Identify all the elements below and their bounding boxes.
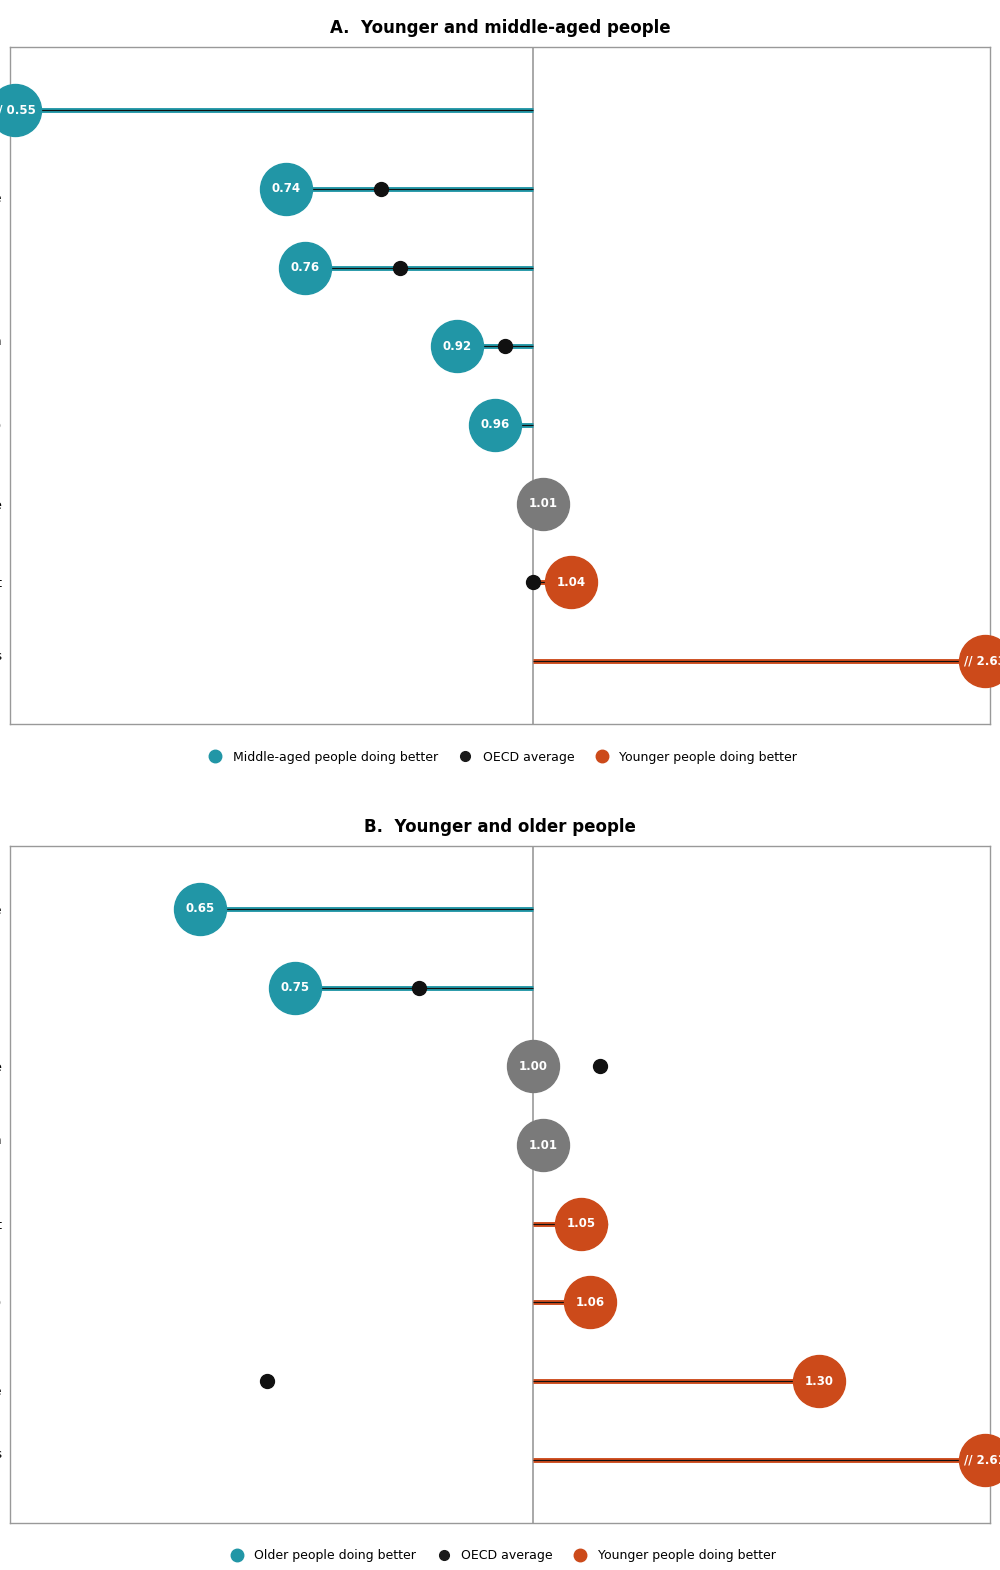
Point [287, 975, 303, 1000]
Text: // 0.55: // 0.55 [0, 104, 36, 116]
Text: // 2.61: // 2.61 [964, 1454, 1000, 1466]
Point [259, 1369, 275, 1394]
Point [297, 254, 313, 279]
Point [525, 1053, 541, 1079]
Text: // 2.63: // 2.63 [964, 655, 1000, 667]
Point [525, 570, 541, 595]
Point [592, 1210, 608, 1236]
Text: 0.96: 0.96 [481, 419, 510, 432]
Point [392, 254, 408, 279]
Point [487, 413, 503, 438]
Point [497, 413, 513, 438]
Text: 1.01: 1.01 [528, 498, 557, 510]
Point [7, 97, 23, 122]
Text: 1.04: 1.04 [557, 576, 586, 589]
Text: 0.65: 0.65 [186, 903, 215, 915]
Text: 0.92: 0.92 [443, 339, 472, 353]
Point [573, 1210, 589, 1236]
Point [373, 176, 389, 201]
Point [535, 1132, 551, 1157]
Point [811, 1369, 827, 1394]
Point [977, 648, 993, 674]
Point [535, 491, 551, 517]
Text: 1.05: 1.05 [566, 1217, 595, 1231]
Text: 0.74: 0.74 [271, 182, 300, 195]
Point [449, 334, 465, 360]
Text: 1.30: 1.30 [804, 1375, 833, 1388]
Point [535, 1132, 551, 1157]
Text: 1.06: 1.06 [576, 1295, 605, 1309]
Point [192, 896, 208, 922]
Point [278, 176, 294, 201]
Point [592, 1053, 608, 1079]
Point [582, 1291, 598, 1316]
Text: 1.01: 1.01 [528, 1138, 557, 1151]
Legend: Older people doing better, OECD average, Younger people doing better: Older people doing better, OECD average,… [219, 1545, 781, 1567]
Text: 1.00: 1.00 [519, 1060, 548, 1072]
Point [563, 570, 579, 595]
Legend: Middle-aged people doing better, OECD average, Younger people doing better: Middle-aged people doing better, OECD av… [198, 746, 802, 769]
Point [497, 334, 513, 360]
Title: B.  Younger and older people: B. Younger and older people [364, 818, 636, 837]
Point [411, 975, 427, 1000]
Text: 0.75: 0.75 [281, 981, 310, 994]
Title: A.  Younger and middle-aged people: A. Younger and middle-aged people [330, 19, 670, 38]
Point [977, 1448, 993, 1473]
Text: 0.76: 0.76 [290, 261, 320, 275]
